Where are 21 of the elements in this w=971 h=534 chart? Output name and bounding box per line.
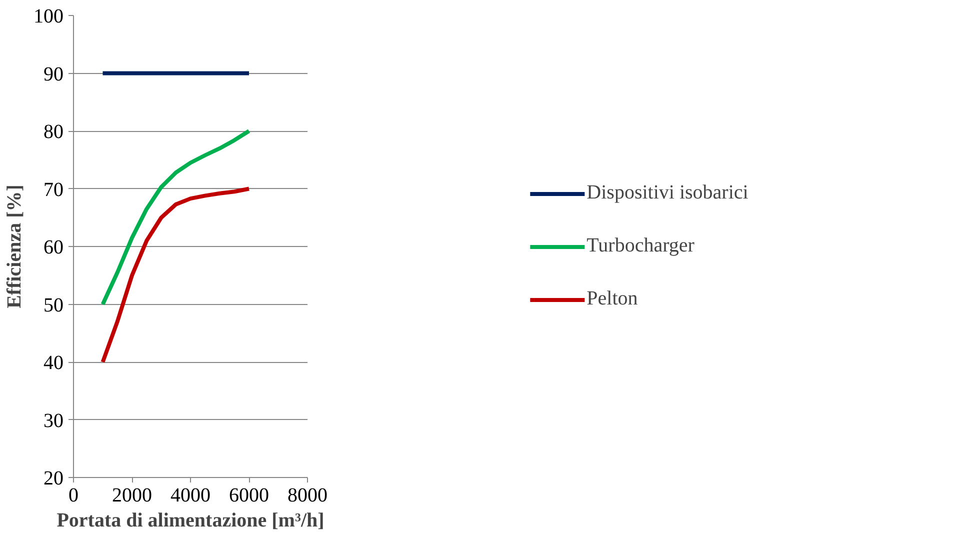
x-tick-label: 8000 (288, 484, 328, 506)
y-axis-title: Efficienza [%] (4, 184, 26, 308)
y-tick-label: 100 (34, 6, 64, 28)
line-series (100, 129, 251, 306)
x-axis-title: Portata di alimentazione [m³/h] (56, 510, 324, 532)
legend-label: Pelton (586, 288, 638, 310)
legend-label: Turbocharger (586, 234, 694, 258)
y-tick-label: 70 (44, 178, 64, 201)
y-tick-label: 20 (44, 468, 64, 490)
y-tick-label: 30 (44, 410, 64, 432)
y-tick-label: 50 (44, 294, 64, 316)
x-tick-label: 6000 (229, 484, 269, 506)
x-tick-label: 4000 (170, 484, 210, 506)
x-tick-label: 0 (68, 484, 78, 506)
y-tick-label: 60 (44, 236, 64, 258)
y-tick-label: 90 (44, 63, 64, 86)
x-tick-label: 2000 (112, 484, 152, 506)
line-series (100, 186, 251, 364)
legend-label: Dispositivi isobarici (586, 182, 748, 204)
y-tick-label: 80 (44, 121, 64, 143)
y-tick-label: 40 (44, 352, 64, 374)
